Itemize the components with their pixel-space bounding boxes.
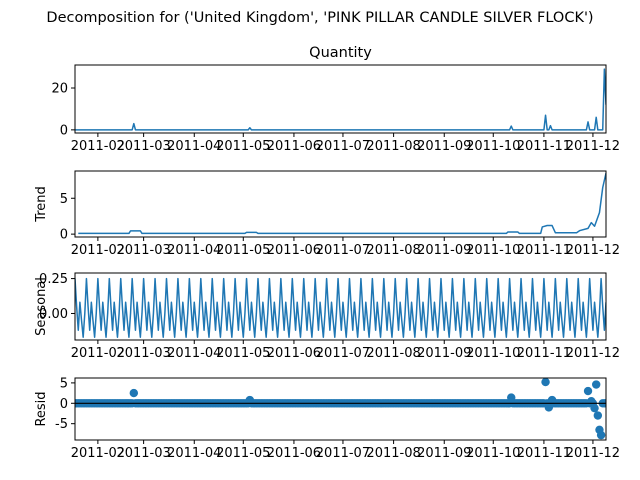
x-tick-label: 2011-05 (216, 139, 270, 154)
x-tick-label: 2011-09 (417, 346, 471, 361)
plot-area (75, 68, 606, 131)
x-tick-label: 2011-07 (316, 346, 370, 361)
resid-point (583, 386, 593, 396)
x-tick-label: 2011-06 (267, 139, 321, 154)
x-tick-label: 2011-10 (466, 446, 520, 461)
y-tick-label: 5 (60, 376, 68, 391)
resid-point (592, 380, 601, 389)
y-axis-label: Seasonal (34, 277, 49, 336)
x-tick-label: 2011-12 (566, 346, 620, 361)
x-tick-label: 2011-06 (267, 243, 321, 258)
panel-1: 0202011-022011-032011-042011-052011-0620… (51, 45, 620, 154)
x-tick-label: 2011-10 (466, 346, 520, 361)
x-tick-label: 2011-11 (517, 346, 571, 361)
x-tick-label: 2011-07 (316, 446, 370, 461)
y-tick-label: 0 (60, 397, 68, 412)
x-tick-label: 2011-03 (116, 346, 170, 361)
x-tick-label: 2011-04 (167, 346, 221, 361)
axes-frame (74, 170, 607, 238)
panel-4: -5052011-022011-032011-042011-052011-062… (34, 376, 620, 461)
x-tick-label: 2011-06 (267, 446, 321, 461)
panel-2: 052011-022011-032011-042011-052011-06201… (34, 170, 620, 258)
seasonal-line (75, 277, 606, 338)
x-tick-label: 2011-08 (366, 446, 420, 461)
x-tick-label: 2011-07 (316, 139, 370, 154)
resid-point (596, 430, 606, 440)
x-tick-label: 2011-12 (566, 139, 620, 154)
plot-area (78, 172, 606, 235)
quantity-line (75, 68, 606, 131)
x-tick-label: 2011-09 (417, 446, 471, 461)
x-tick-label: 2011-12 (566, 243, 620, 258)
x-tick-label: 2011-02 (71, 346, 125, 361)
y-axis-label: Trend (34, 186, 49, 223)
y-tick-label: 0.25 (39, 272, 68, 287)
x-tick-label: 2011-02 (71, 243, 125, 258)
x-tick-label: 2011-02 (71, 446, 125, 461)
x-tick-label: 2011-05 (216, 346, 270, 361)
x-tick-label: 2011-08 (366, 139, 420, 154)
resid-point (590, 403, 599, 413)
panel-title: Quantity (309, 45, 372, 61)
y-tick-label: 0.00 (39, 307, 68, 322)
resid-point (593, 411, 603, 420)
figure-suptitle: Decomposition for ('United Kingdom', 'PI… (46, 10, 593, 26)
x-tick-label: 2011-10 (466, 243, 520, 258)
axes-frame (74, 64, 607, 134)
x-tick-label: 2011-04 (167, 446, 221, 461)
x-tick-label: 2011-03 (116, 139, 170, 154)
panels-group: 0202011-022011-032011-042011-052011-0620… (34, 45, 620, 461)
y-tick-label: 5 (60, 192, 68, 207)
x-tick-label: 2011-05 (216, 243, 270, 258)
x-tick-label: 2011-03 (116, 446, 170, 461)
axes-frame (74, 272, 607, 341)
x-tick-label: 2011-09 (417, 139, 471, 154)
x-tick-label: 2011-04 (167, 139, 221, 154)
x-tick-label: 2011-04 (167, 243, 221, 258)
panel-3: 0.000.252011-022011-032011-042011-052011… (34, 272, 620, 361)
x-tick-label: 2011-08 (366, 346, 420, 361)
y-axis-label: Resid (34, 391, 49, 426)
plot-area (75, 277, 606, 338)
y-tick-label: -5 (55, 417, 68, 432)
axes-frame (74, 377, 607, 441)
x-tick-label: 2011-11 (517, 139, 571, 154)
resid-point (541, 378, 550, 387)
y-tick-label: 20 (51, 82, 68, 97)
x-tick-label: 2011-06 (267, 346, 321, 361)
x-tick-label: 2011-07 (316, 243, 370, 258)
x-tick-label: 2011-05 (216, 446, 270, 461)
y-tick-label: 0 (60, 123, 68, 138)
x-tick-label: 2011-11 (517, 446, 571, 461)
trend-line (78, 172, 606, 235)
x-tick-label: 2011-09 (417, 243, 471, 258)
x-tick-label: 2011-10 (466, 139, 520, 154)
x-tick-label: 2011-08 (366, 243, 420, 258)
x-tick-label: 2011-03 (116, 243, 170, 258)
x-tick-label: 2011-12 (566, 446, 620, 461)
y-tick-label: 0 (60, 228, 68, 243)
x-tick-label: 2011-11 (517, 243, 571, 258)
resid-point (129, 388, 139, 398)
x-tick-label: 2011-02 (71, 139, 125, 154)
